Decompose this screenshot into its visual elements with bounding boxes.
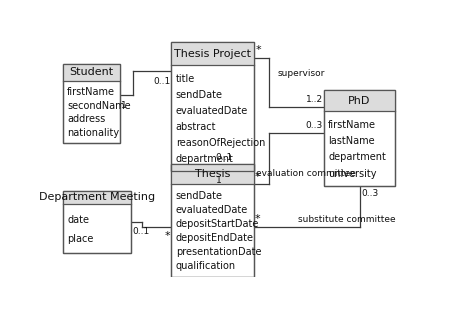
- Text: date: date: [67, 215, 89, 225]
- Text: sendDate: sendDate: [176, 90, 223, 100]
- Bar: [324, 90, 395, 186]
- Bar: [171, 164, 254, 277]
- Text: lastName: lastName: [328, 136, 375, 146]
- Text: Department Meeting: Department Meeting: [39, 193, 155, 202]
- Text: 0..3: 0..3: [305, 121, 323, 130]
- Bar: [324, 90, 395, 111]
- Text: substitute committee: substitute committee: [298, 215, 396, 224]
- Text: department: department: [328, 152, 386, 162]
- Text: evaluation committee: evaluation committee: [256, 169, 356, 178]
- Text: address: address: [67, 114, 106, 124]
- Text: PhD: PhD: [348, 95, 371, 105]
- Text: department: department: [176, 154, 234, 165]
- Text: sendDate: sendDate: [176, 191, 223, 202]
- Text: Thesis: Thesis: [195, 169, 230, 179]
- Text: firstName: firstName: [67, 87, 115, 97]
- Bar: [171, 42, 254, 171]
- Bar: [171, 42, 254, 171]
- Bar: [63, 64, 120, 143]
- Text: *: *: [164, 231, 170, 241]
- Text: Thesis Project: Thesis Project: [174, 49, 251, 59]
- Text: nationality: nationality: [67, 128, 119, 138]
- Bar: [171, 42, 254, 65]
- Text: university: university: [328, 169, 377, 179]
- Text: abstract: abstract: [176, 122, 216, 132]
- Text: qualification: qualification: [176, 261, 236, 271]
- Text: evaluatedDate: evaluatedDate: [176, 106, 248, 116]
- Bar: [171, 164, 254, 277]
- Bar: [171, 164, 254, 184]
- Text: *: *: [255, 172, 261, 182]
- Text: evaluatedDate: evaluatedDate: [176, 205, 248, 216]
- Bar: [63, 191, 131, 253]
- Text: reasonOfRejection: reasonOfRejection: [176, 138, 265, 148]
- Text: *: *: [255, 214, 261, 225]
- Text: Student: Student: [69, 67, 113, 77]
- Bar: [63, 191, 131, 204]
- Text: 0..3: 0..3: [361, 189, 379, 198]
- Text: 1..2: 1..2: [306, 95, 323, 104]
- Bar: [63, 191, 131, 253]
- Text: depositStartDate: depositStartDate: [176, 219, 259, 229]
- Text: depositEndDate: depositEndDate: [176, 233, 254, 243]
- Text: firstName: firstName: [328, 120, 376, 130]
- Text: 1: 1: [121, 101, 127, 110]
- Text: place: place: [67, 234, 94, 244]
- Text: 0..1: 0..1: [153, 77, 170, 86]
- Text: *: *: [255, 45, 261, 55]
- Bar: [63, 64, 120, 143]
- Text: secondName: secondName: [67, 101, 131, 111]
- Text: title: title: [176, 74, 195, 84]
- Text: supervisor: supervisor: [278, 69, 325, 78]
- Text: 1: 1: [216, 176, 221, 185]
- Text: 0..1: 0..1: [216, 153, 233, 162]
- Text: 0..1: 0..1: [132, 226, 149, 235]
- Bar: [324, 90, 395, 186]
- Bar: [63, 64, 120, 81]
- Text: presentationDate: presentationDate: [176, 247, 261, 257]
